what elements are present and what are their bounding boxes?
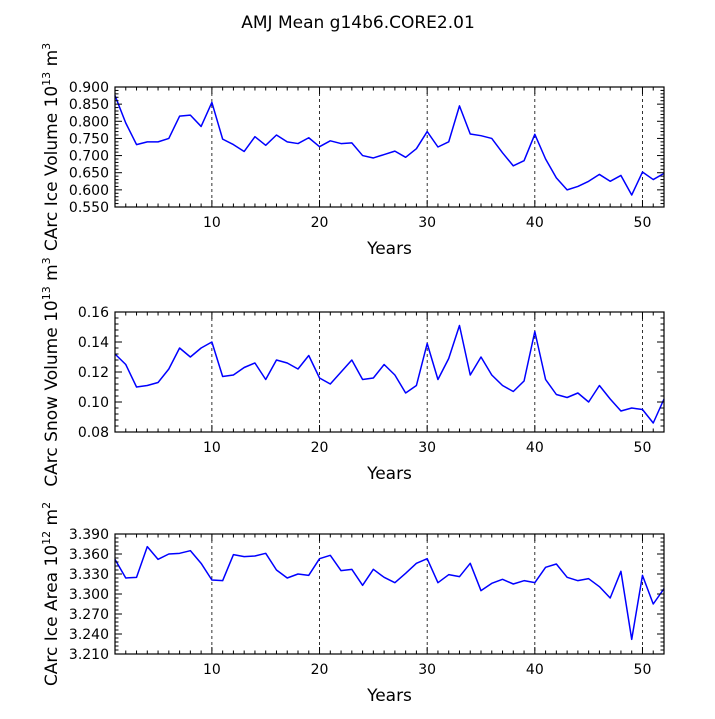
- x-axis-title: Years: [366, 464, 412, 484]
- y-tick-label: 3.330: [69, 567, 109, 583]
- y-axis-title: CArc Ice Area 1012 m2: [40, 502, 62, 686]
- y-axis-title-unit: m: [42, 50, 62, 72]
- x-tick-label-30: 30: [418, 662, 436, 678]
- y-tick-label: 3.210: [69, 647, 109, 663]
- x-tick-label-40: 40: [526, 440, 544, 456]
- y-axis-title-text: CArc Ice Area 10: [42, 545, 62, 686]
- x-tick-label-40: 40: [526, 215, 544, 231]
- y-tick-label: 0.08: [78, 425, 109, 441]
- y-axis-title-unit: m: [42, 264, 62, 286]
- x-tick-label-30: 30: [418, 215, 436, 231]
- x-tick-label-20: 20: [311, 662, 329, 678]
- y-tick-label: 3.360: [69, 547, 109, 563]
- x-tick-label-50: 50: [634, 440, 652, 456]
- y-tick-label: 0.10: [78, 395, 109, 411]
- x-tick-label-10: 10: [203, 215, 221, 231]
- y-axis-title-text: CArc Ice Volume 10: [42, 86, 62, 251]
- y-tick-label: 0.12: [78, 365, 109, 381]
- y-axis-title-exponent: 13: [40, 72, 53, 86]
- plot-frame: [114, 86, 665, 208]
- y-axis-title: CArc Snow Volume 1013 m3: [40, 257, 62, 486]
- y-axis-title-unit-exponent: 3: [40, 43, 53, 50]
- x-tick-label-20: 20: [311, 215, 329, 231]
- y-axis-title-exponent: 12: [40, 531, 53, 545]
- y-axis-title-unit-exponent: 3: [40, 257, 53, 264]
- plot-frame: [114, 533, 665, 655]
- data-series-line: [114, 95, 665, 196]
- y-tick-label: 0.14: [78, 335, 109, 351]
- y-tick-label: 3.240: [69, 627, 109, 643]
- x-tick-label-30: 30: [418, 440, 436, 456]
- y-tick-label: 3.270: [69, 607, 109, 623]
- x-tick-label-50: 50: [634, 662, 652, 678]
- y-tick-label: 0.800: [69, 114, 109, 130]
- y-tick-label: 0.750: [69, 131, 109, 147]
- x-tick-label-10: 10: [203, 662, 221, 678]
- figure-title: AMJ Mean g14b6.CORE2.01: [241, 13, 475, 33]
- plot-frame: [114, 311, 665, 433]
- y-axis-title: CArc Ice Volume 1013 m3: [40, 43, 62, 251]
- y-tick-label: 0.650: [69, 166, 109, 182]
- x-tick-label-50: 50: [634, 215, 652, 231]
- x-tick-label-40: 40: [526, 662, 544, 678]
- y-tick-label: 0.600: [69, 183, 109, 199]
- y-axis-title-unit: m: [42, 509, 62, 531]
- y-tick-label: 0.16: [78, 305, 109, 321]
- chart-panel-2: 10 20 30 40 50 0.08 0.10 0.12 0.14 0.16 Years CArc …: [40, 257, 665, 487]
- x-tick-label-20: 20: [311, 440, 329, 456]
- x-tick-label-10: 10: [203, 440, 221, 456]
- y-tick-label: 3.300: [69, 587, 109, 603]
- data-series-line: [114, 324, 665, 424]
- y-tick-label: 0.700: [69, 149, 109, 165]
- y-axis-title-exponent: 13: [40, 286, 53, 300]
- y-tick-label: 0.550: [69, 200, 109, 216]
- chart-panel-3: 10 20 30 40 50 3.210 3.240 3.270 3.300 3.330 3.360…: [40, 502, 665, 706]
- y-tick-label: 3.390: [69, 527, 109, 543]
- data-series-line: [114, 545, 665, 641]
- x-axis-title: Years: [366, 686, 412, 706]
- x-axis-title: Years: [366, 239, 412, 259]
- y-axis-title-unit-exponent: 2: [40, 502, 53, 509]
- y-tick-label: 0.850: [69, 97, 109, 113]
- y-tick-label: 0.900: [69, 80, 109, 96]
- y-axis-title-text: CArc Snow Volume 10: [42, 300, 62, 486]
